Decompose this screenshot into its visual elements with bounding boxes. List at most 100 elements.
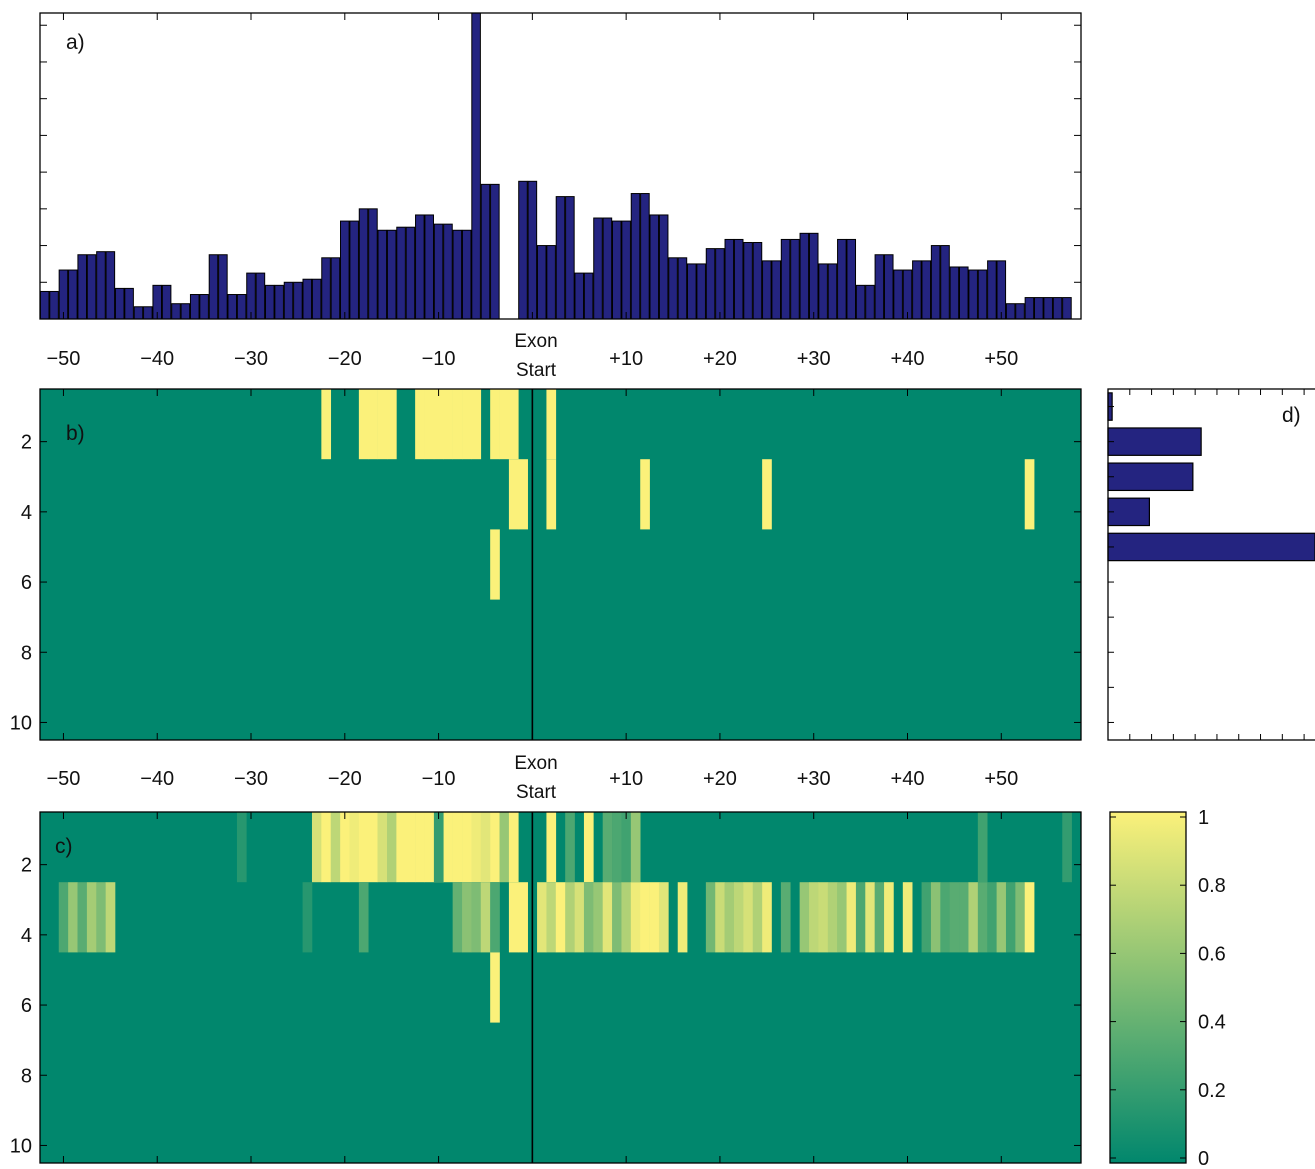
colorbar-tick-label: 0.8 (1198, 875, 1226, 897)
heatmap-cell (602, 812, 613, 883)
bar (39, 290, 50, 320)
bar (687, 263, 697, 320)
heatmap-cell (499, 389, 510, 460)
bar (574, 272, 585, 320)
heatmap-cell (340, 812, 350, 883)
colorbar-ticks (1110, 816, 1186, 1159)
heatmap-cell (621, 882, 632, 953)
bar (490, 183, 500, 320)
heatmap-cell (987, 882, 997, 953)
x-tick-label: −20 (328, 348, 362, 370)
heatmap-cell (949, 882, 960, 953)
heatmap-cell (508, 459, 519, 530)
heatmap-cell (302, 882, 313, 953)
bar (565, 196, 575, 320)
heatmap-cell (565, 812, 575, 883)
bar (621, 220, 631, 320)
heatmap-cell (480, 882, 491, 953)
bar (968, 269, 978, 320)
bar (912, 260, 922, 320)
panel-b-frame (39, 388, 1082, 741)
bar (518, 180, 528, 320)
panel-c-heatmap: 2 4 6 8 10 c) (10, 811, 1082, 1164)
bar (752, 242, 763, 320)
heatmap-cell (68, 882, 78, 953)
bar (799, 232, 810, 320)
heatmap-cell (358, 882, 369, 953)
bar (771, 260, 781, 320)
panel-b-x-tick-labels: −50 −40 −30 −20 −10 +10 +20 +30 +40 +50 (46, 768, 1018, 790)
bar (208, 254, 219, 320)
heatmap-cell (818, 882, 829, 953)
bar (1107, 532, 1315, 562)
bar (311, 278, 322, 320)
bar (264, 284, 275, 320)
bar (1052, 297, 1063, 320)
heatmap-cell (874, 882, 885, 953)
x-tick-label: +50 (984, 768, 1018, 790)
heatmap-cell (968, 882, 979, 953)
panel-a-frame (39, 12, 1082, 320)
bar (1062, 297, 1072, 320)
x-tick-label: −10 (422, 768, 456, 790)
y-tick-label: 8 (21, 1065, 32, 1087)
bar (293, 281, 303, 320)
heatmap-cell (508, 812, 519, 883)
bar (349, 220, 359, 320)
bar (977, 269, 988, 320)
bar (452, 229, 463, 320)
bar (227, 294, 238, 320)
heatmap-cell (621, 812, 632, 883)
y-tick-label: 8 (21, 642, 32, 664)
panel-d-ticks (1108, 389, 1305, 740)
bar (143, 306, 153, 320)
heatmap-cell (837, 882, 847, 953)
bar (424, 214, 434, 320)
heatmap-cell (884, 882, 894, 953)
heatmap-cell (546, 882, 557, 953)
heatmap-cell (612, 812, 622, 883)
bar (199, 294, 209, 320)
heatmap-cell (743, 882, 754, 953)
heatmap-cell (387, 389, 397, 460)
panel-b-exon-label-line1: Exon (514, 753, 557, 774)
heatmap-cell (555, 882, 566, 953)
heatmap-cell (508, 389, 519, 460)
heatmap-cell (809, 882, 819, 953)
bar (1043, 297, 1053, 320)
heatmap-cell (583, 882, 594, 953)
bar (161, 284, 172, 320)
bar (893, 269, 903, 320)
x-tick-label: +40 (891, 768, 925, 790)
bar (283, 281, 294, 320)
bar (49, 290, 59, 320)
x-tick-label: −30 (234, 768, 268, 790)
panel-a-x-tick-labels: −50 −40 −30 −20 −10 +10 +20 +30 +40 +50 (46, 348, 1018, 370)
bar (640, 193, 650, 320)
bar (377, 229, 388, 320)
x-tick-label: −30 (234, 348, 268, 370)
heatmap-cell (865, 882, 875, 953)
heatmap-cell (977, 882, 988, 953)
heatmap-cell (630, 882, 641, 953)
heatmap-cell (734, 882, 744, 953)
heatmap-cell (77, 882, 88, 953)
x-tick-label: +20 (703, 768, 737, 790)
heatmap-cell (424, 389, 435, 460)
bar (987, 260, 997, 320)
heatmap-cell (396, 812, 407, 883)
bar (218, 254, 228, 320)
heatmap-cell (1024, 459, 1035, 530)
heatmap-cell (780, 882, 791, 953)
y-tick-label: 2 (21, 855, 32, 877)
panel-c-y-tick-labels: 2 4 6 8 10 (10, 855, 32, 1158)
heatmap-cell (490, 882, 500, 953)
bar (855, 284, 866, 320)
heatmap-cell (415, 389, 425, 460)
bar (415, 214, 425, 320)
heatmap-cell (715, 882, 725, 953)
heatmap-cell (349, 812, 360, 883)
bar (818, 263, 828, 320)
heatmap-cell (846, 882, 857, 953)
